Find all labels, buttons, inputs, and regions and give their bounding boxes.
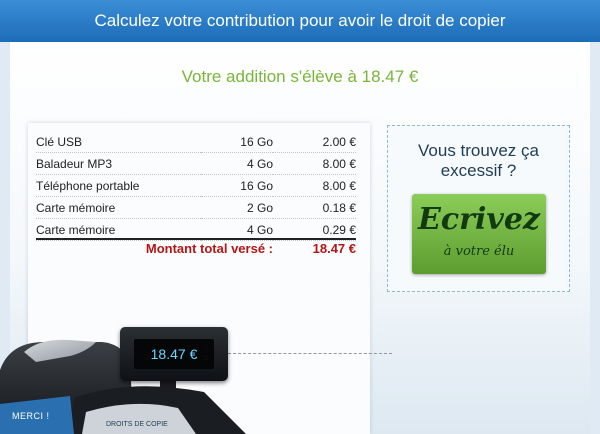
write-button-sub-label: à votre élu (443, 244, 515, 259)
item-name: Carte mémoire (36, 218, 201, 241)
item-size: 2 Go (201, 196, 273, 219)
display-amount: 18.47 € (150, 346, 198, 362)
item-size: 4 Go (201, 218, 273, 241)
receipt: Clé USB 16 Go 2.00 € Baladeur MP3 4 Go 8… (28, 123, 370, 434)
table-row: Baladeur MP3 4 Go 8.00 € (36, 152, 356, 175)
total-summary: Votre addition s'élève à 18.47 € (181, 67, 419, 86)
register-display: 18.47 € (120, 327, 228, 381)
item-name: Carte mémoire (36, 196, 201, 219)
excessive-box: Vous trouvez ça excessif ? Ecrivez à vot… (387, 125, 570, 292)
excessive-question: Vous trouvez ça excessif ? (418, 141, 539, 180)
display-screen: 18.47 € (134, 339, 214, 369)
table-row: Carte mémoire 2 Go 0.18 € (36, 196, 356, 219)
write-representative-button[interactable]: Ecrivez à votre élu (412, 194, 546, 274)
item-price: 2.00 € (273, 131, 356, 153)
item-size: 16 Go (201, 174, 273, 197)
item-name: Téléphone portable (36, 174, 201, 197)
header-bar: Calculez votre contribution pour avoir l… (0, 0, 600, 42)
item-name: Clé USB (36, 131, 201, 153)
item-size: 16 Go (201, 131, 273, 153)
item-name: Baladeur MP3 (36, 152, 201, 175)
item-price: 8.00 € (273, 152, 356, 175)
item-size: 4 Go (201, 152, 273, 175)
item-price: 0.29 € (273, 218, 356, 241)
table-row: Téléphone portable 16 Go 8.00 € (36, 174, 356, 197)
register-label: MERCI ! (12, 411, 50, 421)
item-price: 0.18 € (273, 196, 356, 219)
total-label: Montant total versé : (145, 241, 273, 256)
table-row: Carte mémoire 4 Go 0.29 € (36, 218, 356, 241)
register-badge: DROITS DE COPIE (106, 421, 168, 428)
item-price: 8.00 € (273, 174, 356, 197)
receipt-table: Clé USB 16 Go 2.00 € Baladeur MP3 4 Go 8… (36, 131, 356, 241)
write-button-main-label: Ecrivez (418, 202, 540, 237)
total-value: 18.47 € (312, 241, 356, 256)
total-divider (36, 238, 356, 240)
page-title: Calculez votre contribution pour avoir l… (94, 11, 506, 30)
display-connector-line (228, 353, 392, 354)
table-row: Clé USB 16 Go 2.00 € (36, 131, 356, 153)
